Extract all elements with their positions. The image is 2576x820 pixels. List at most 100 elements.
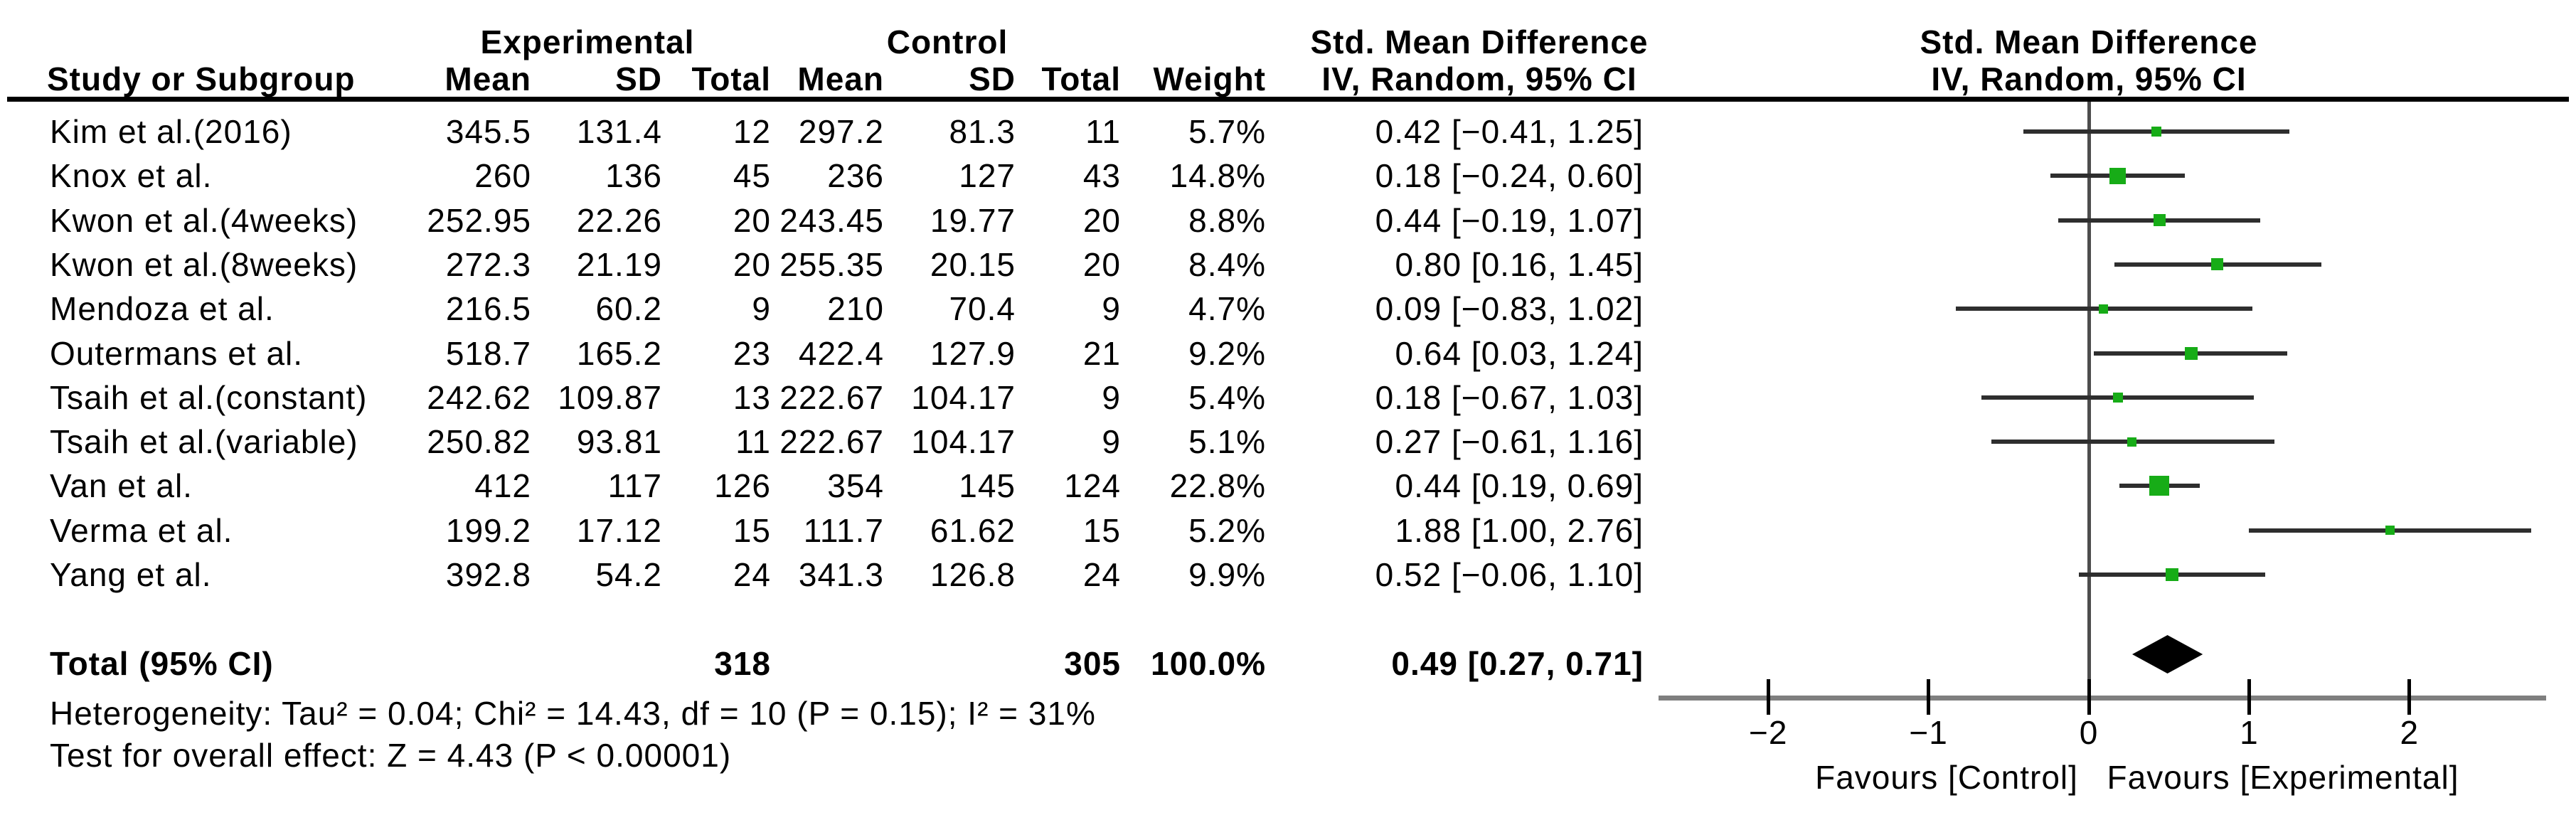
header-study: Study or Subgroup	[47, 60, 356, 97]
favours-experimental-label: Favours [Experimental]	[2107, 759, 2459, 796]
exp-sd-cell: 165.2	[576, 334, 662, 372]
header-exp-sd: SD	[615, 60, 662, 97]
ctl-mean-cell: 243.45	[779, 201, 884, 239]
favours-control-label: Favours [Control]	[1815, 759, 2078, 796]
ctl-sd-cell: 70.4	[949, 290, 1016, 328]
ci-text-cell: 0.52 [−0.06, 1.10]	[1375, 556, 1644, 593]
ci-text-cell: 0.27 [−0.61, 1.16]	[1375, 423, 1644, 461]
weight-square	[2166, 568, 2179, 581]
exp-total-cell: 11	[735, 423, 771, 461]
ctl-mean-cell: 422.4	[798, 334, 884, 372]
ci-text-cell: 0.09 [−0.83, 1.02]	[1375, 290, 1644, 328]
total-weight: 100.0%	[1150, 645, 1266, 682]
axis-tick-label: 1	[2240, 714, 2259, 751]
header-effect-table: Std. Mean Difference	[1310, 23, 1649, 60]
weight-cell: 22.8%	[1169, 467, 1266, 505]
exp-sd-cell: 22.26	[576, 201, 662, 239]
weight-cell: 4.7%	[1188, 290, 1266, 328]
exp-sd-cell: 109.87	[558, 378, 662, 416]
study-label: Tsaih et al.(constant)	[50, 378, 368, 416]
exp-total-cell: 12	[733, 113, 771, 150]
ctl-total-cell: 124	[1064, 467, 1121, 505]
ctl-sd-cell: 19.77	[930, 201, 1016, 239]
ctl-total-cell: 9	[1102, 423, 1121, 461]
exp-sd-cell: 60.2	[595, 290, 662, 328]
weight-square	[2151, 127, 2161, 137]
axis-tick	[2247, 679, 2251, 715]
exp-mean-cell: 272.3	[445, 245, 531, 283]
ctl-total-cell: 15	[1082, 511, 1121, 549]
ci-text-cell: 0.18 [−0.24, 0.60]	[1375, 157, 1644, 195]
ctl-mean-cell: 111.7	[803, 511, 884, 549]
exp-total-cell: 45	[733, 157, 771, 195]
axis-tick	[2407, 679, 2412, 715]
weight-cell: 8.8%	[1188, 201, 1266, 239]
exp-mean-cell: 345.5	[445, 113, 531, 150]
exp-total-cell: 20	[733, 201, 771, 239]
study-label: Mendoza et al.	[50, 290, 275, 328]
header-rule	[7, 97, 2569, 102]
study-label: Outermans et al.	[50, 334, 304, 372]
exp-sd-cell: 21.19	[576, 245, 662, 283]
exp-sd-cell: 54.2	[595, 556, 662, 593]
weight-cell: 5.7%	[1188, 113, 1266, 150]
ctl-total-cell: 9	[1102, 290, 1121, 328]
ctl-sd-cell: 20.15	[930, 245, 1016, 283]
exp-total-cell: 20	[733, 245, 771, 283]
header-method-plot: IV, Random, 95% CI	[1931, 60, 2247, 97]
ctl-total-cell: 20	[1082, 245, 1121, 283]
weight-square	[2385, 526, 2395, 536]
weight-cell: 5.2%	[1188, 511, 1266, 549]
axis-tick	[1927, 679, 1931, 715]
header-exp-total: Total	[691, 60, 771, 97]
ci-text-cell: 0.18 [−0.67, 1.03]	[1375, 378, 1644, 416]
total-ci-text: 0.49 [0.27, 0.71]	[1391, 645, 1644, 682]
study-label: Kwon et al.(4weeks)	[50, 201, 358, 239]
axis-tick-label: 2	[2400, 714, 2420, 751]
ctl-mean-cell: 341.3	[798, 556, 884, 593]
weight-square	[2153, 214, 2166, 227]
exp-sd-cell: 17.12	[576, 511, 662, 549]
ctl-sd-cell: 127.9	[930, 334, 1016, 372]
ctl-mean-cell: 222.67	[779, 378, 884, 416]
weight-cell: 5.4%	[1188, 378, 1266, 416]
total-label: Total (95% CI)	[50, 645, 274, 682]
ctl-total-cell: 20	[1082, 201, 1121, 239]
ctl-sd-cell: 145	[959, 467, 1016, 505]
ctl-sd-cell: 126.8	[930, 556, 1016, 593]
axis-tick	[1766, 679, 1770, 715]
exp-total-cell: 15	[733, 511, 771, 549]
heterogeneity-note: Heterogeneity: Tau² = 0.04; Chi² = 14.43…	[50, 695, 1096, 732]
axis-tick-label: −1	[1909, 714, 1948, 751]
exp-sd-cell: 131.4	[576, 113, 662, 150]
study-label: Tsaih et al.(variable)	[50, 423, 358, 461]
weight-square	[2210, 258, 2223, 271]
exp-sd-cell: 117	[607, 467, 662, 505]
ctl-total-cell: 24	[1082, 556, 1121, 593]
ctl-mean-cell: 255.35	[779, 245, 884, 283]
weight-cell: 8.4%	[1188, 245, 1266, 283]
ctl-sd-cell: 104.17	[911, 423, 1016, 461]
exp-mean-cell: 199.2	[445, 511, 531, 549]
ci-text-cell: 0.42 [−0.41, 1.25]	[1375, 113, 1644, 150]
axis-tick	[2087, 679, 2091, 715]
exp-mean-cell: 242.62	[427, 378, 531, 416]
weight-square	[2109, 167, 2127, 184]
exp-mean-cell: 260	[474, 157, 531, 195]
weight-square	[2098, 304, 2108, 314]
ctl-mean-cell: 210	[827, 290, 884, 328]
header-ctl-mean: Mean	[797, 60, 884, 97]
study-label: Kwon et al.(8weeks)	[50, 245, 358, 283]
exp-total-cell: 13	[733, 378, 771, 416]
exp-mean-cell: 252.95	[427, 201, 531, 239]
exp-sd-cell: 136	[605, 157, 662, 195]
header-group-experimental: Experimental	[480, 23, 695, 60]
axis-tick-label: 0	[2079, 714, 2099, 751]
ctl-sd-cell: 104.17	[911, 378, 1016, 416]
total-ctl-total: 305	[1064, 645, 1121, 682]
header-group-control: Control	[886, 23, 1008, 60]
overall-effect-note: Test for overall effect: Z = 4.43 (P < 0…	[50, 737, 732, 774]
axis-tick-label: −2	[1748, 714, 1788, 751]
header-weight: Weight	[1153, 60, 1266, 97]
